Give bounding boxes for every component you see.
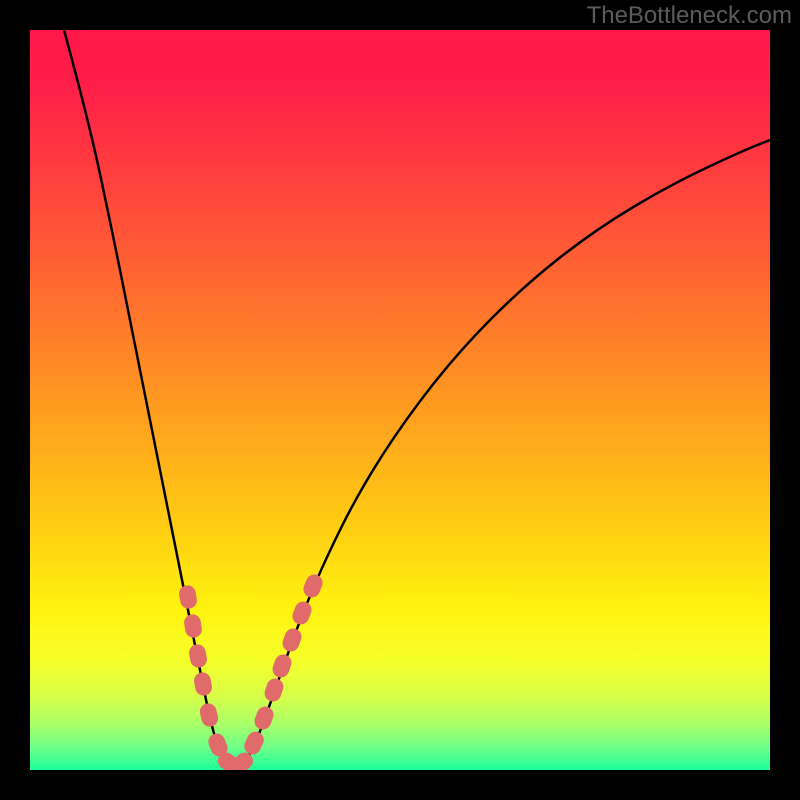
plot-svg [30, 30, 770, 770]
plot-area [30, 30, 770, 770]
watermark-text: TheBottleneck.com [587, 2, 792, 30]
chart-root: TheBottleneck.com [0, 0, 800, 800]
gradient-background [30, 30, 770, 770]
